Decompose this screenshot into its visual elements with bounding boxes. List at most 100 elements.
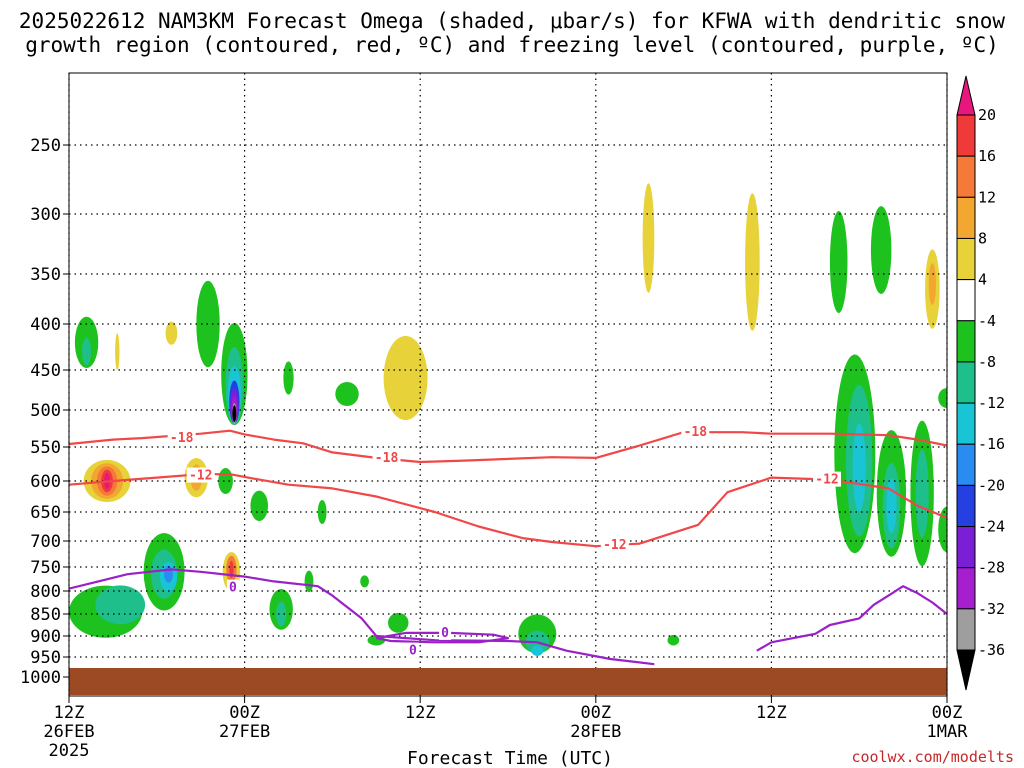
omega-shade-blob-54 [886,478,897,534]
contour-label-6: 0 [229,581,237,596]
colorbar-segment-10 [956,526,976,569]
omega-shade-blob-39 [388,612,409,633]
y-tick-label-950: 950 [30,648,61,668]
colorbar-segment-7 [956,402,976,445]
omega-shade-blob-1 [82,337,91,366]
contour-label-1: -18 [375,451,399,466]
y-tick-label-800: 800 [30,582,61,602]
colorbar-top-triangle [956,75,976,116]
omega-shade-blob-48 [870,206,892,294]
omega-shading [69,183,947,656]
contour-line-4 [756,585,947,652]
contour-label-bg-3 [186,467,215,483]
contour-label-7: 0 [441,626,449,641]
colorbar-label-12: -32 [978,600,1005,618]
colorbar-label-0: 20 [978,106,996,124]
ground-surface [69,668,947,695]
omega-shade-blob-43 [531,645,544,656]
colorbar-segment-12 [956,608,976,651]
omega-shade-blob-13 [283,361,294,395]
omega-shade-blob-23 [218,468,233,494]
omega-shade-blob-3 [165,321,178,345]
omega-shade-blob-38 [360,575,369,588]
colorbar-segment-8 [956,443,976,486]
y-tick-label-450: 450 [30,361,61,381]
omega-shade-blob-59 [938,388,947,408]
colorbar-label-8: -16 [978,435,1005,453]
contour-label-3: -12 [189,469,212,484]
x-tick-label-3-1: 00Z [580,703,611,723]
contour-label-bg-8 [406,642,419,658]
x-tick-label-5-2: 1MAR [927,722,969,742]
omega-shade-blob-58 [928,263,937,305]
colorbar-label-10: -24 [978,518,1005,536]
y-tick-label-700: 700 [30,532,61,552]
colorbar-label-2: 12 [978,188,996,206]
y-tick-label-250: 250 [30,136,61,156]
contour-line-2 [69,568,655,666]
chart-title-line1: 2025022612 NAM3KM Forecast Omega (shaded… [19,9,1006,33]
contour-label-5: -12 [815,473,838,488]
x-tick-label-3-2: 28FEB [570,722,621,742]
x-tick-label-1-2: 27FEB [219,722,270,742]
colorbar-segment-0 [956,114,976,157]
temperature-contours: -18 -18 -18 -12 -12 -12 0 0 0 [69,424,947,666]
x-tick-label-2-1: 12Z [405,703,436,723]
omega-shade-blob-2 [115,333,120,370]
colorbar-segment-9 [956,484,976,528]
y-tick-label-350: 350 [30,265,61,285]
colorbar-label-13: -36 [978,641,1005,659]
grid-lines [68,73,948,696]
colorbar-segment-6 [956,361,976,404]
colorbar-label-7: -12 [978,394,1005,412]
omega-shade-blob-34 [229,560,234,579]
omega-shade-blob-45 [642,183,655,293]
contour-line-0 [69,429,947,464]
contour-label-8: 0 [409,644,417,659]
x-tick-label-4-1: 12Z [756,703,787,723]
plot-frame [68,72,948,697]
colorbar-segment-2 [956,196,976,239]
omega-shade-blob-37 [304,570,314,593]
colorbar-segment-3 [956,237,976,281]
y-tick-label-1000: 1000 [20,668,61,688]
omega-shade-blob-36 [276,601,287,627]
credit-text: coolwx.com/modelts [851,748,1014,766]
colorbar-label-9: -20 [978,476,1005,494]
x-tick-label-0-2: 26FEB [43,722,94,742]
colorbar-bottom-triangle [956,649,976,691]
omega-shade-blob-56 [915,449,929,538]
colorbar-label-5: -4 [978,312,996,330]
y-axis-ticks: 2503003504004505005506006507007508008509… [20,136,69,688]
colorbar-label-4: 4 [978,271,987,289]
omega-shade-blob-14 [335,382,359,406]
colorbar: 20 16 12 8 4 -4 -8 -12 -16 -20 -24 -28 -32 -36 [956,75,1005,691]
contour-label-bg-0 [167,430,196,446]
contour-label-4: -12 [603,538,626,553]
x-axis-label: Forecast Time (UTC) [407,748,613,768]
contour-line-1 [69,473,947,548]
contour-line-3 [376,631,510,644]
colorbar-label-11: -28 [978,559,1005,577]
y-tick-label-750: 750 [30,558,61,578]
omega-shade-blob-24 [250,490,269,521]
x-tick-label-5-1: 00Z [932,703,963,723]
colorbar-label-6: -8 [978,353,996,371]
contour-label-2: -18 [684,425,708,440]
contour-label-bg-5 [813,471,842,487]
colorbar-label-3: 8 [978,229,987,247]
contour-label-bg-4 [600,537,629,553]
y-tick-label-500: 500 [30,401,61,421]
omega-shade-blob-46 [745,193,760,331]
x-tick-label-0-1: 12Z [54,703,85,723]
colorbar-segment-11 [956,567,976,610]
contour-label-bg-7 [439,624,452,640]
contour-label-0: -18 [170,431,194,446]
omega-shade-blob-4 [196,280,220,368]
contour-label-bg-6 [226,579,239,595]
chart-title-line2: growth region (contoured, red, ºC) and f… [25,33,999,57]
y-tick-label-900: 900 [30,627,61,647]
x-tick-label-0-3: 2025 [49,741,90,761]
